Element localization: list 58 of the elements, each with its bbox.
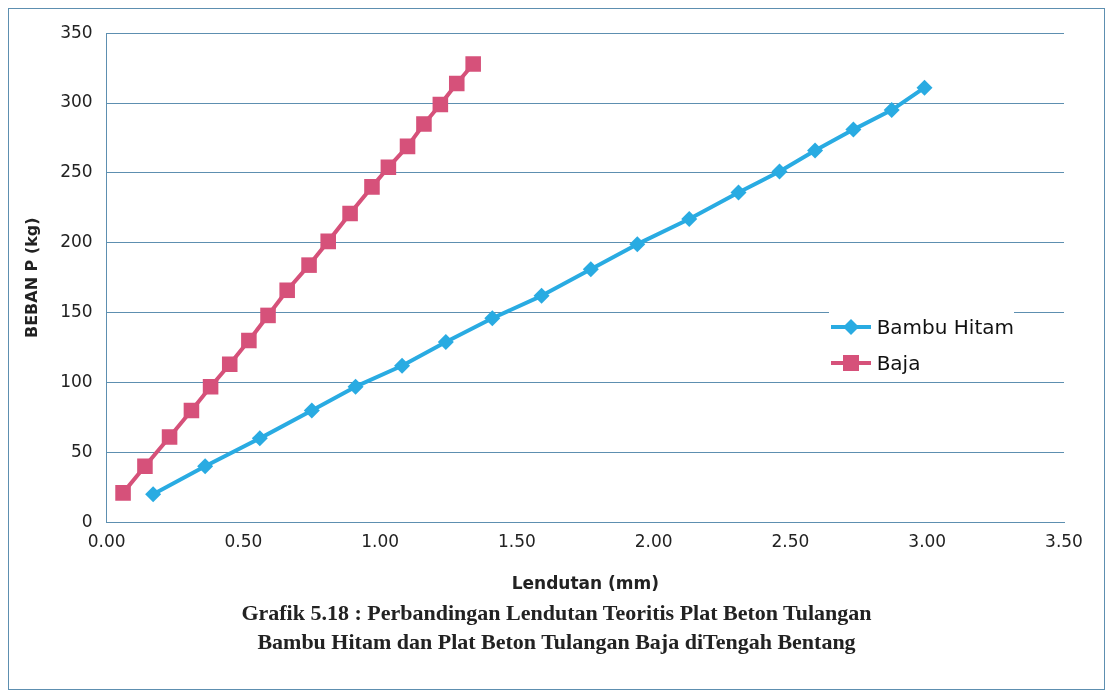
point xyxy=(301,257,317,273)
point xyxy=(221,356,238,373)
point xyxy=(582,261,599,278)
y-tick-label: 300 xyxy=(60,91,93,112)
x-tick-label: 0.00 xyxy=(87,530,126,551)
y-tick-label: 0 xyxy=(81,510,93,531)
point xyxy=(883,102,900,119)
point xyxy=(183,402,200,419)
point xyxy=(202,378,219,395)
point xyxy=(448,75,465,92)
point xyxy=(416,116,432,132)
y-tick-label: 150 xyxy=(60,301,93,322)
point xyxy=(771,163,788,180)
x-tick-label: 3.50 xyxy=(1045,530,1083,551)
x-tick-label: 0.50 xyxy=(224,530,263,551)
point xyxy=(145,486,162,503)
y-axis-title: BEBAN P (kg) xyxy=(21,217,41,339)
point xyxy=(484,310,501,327)
point xyxy=(197,458,214,475)
point xyxy=(342,205,358,222)
point xyxy=(380,159,397,176)
text: Grafik 5.18 : Perbandingan Lendutan Teoritis Plat Beton Tulangan Bambu Hitam dan Plat Beton Tulangan Baja diTengah Bentang xyxy=(240,599,873,656)
point xyxy=(916,79,933,96)
point xyxy=(347,378,364,395)
point xyxy=(251,430,268,447)
x-tick-label: 1.00 xyxy=(361,530,400,551)
point xyxy=(364,179,380,195)
y-tick-label: 100 xyxy=(60,370,93,391)
point xyxy=(241,332,257,349)
x-tick-label: 1.50 xyxy=(498,530,536,551)
x-tick-label: 2.50 xyxy=(771,530,810,551)
point xyxy=(279,282,295,299)
y-tick-label: 250 xyxy=(60,161,93,182)
point xyxy=(399,138,416,155)
point xyxy=(303,402,320,419)
legend-label: Bambu Hitam xyxy=(876,315,1014,339)
x-axis-title: Lendutan (mm) xyxy=(511,573,659,594)
point xyxy=(320,233,336,250)
point xyxy=(465,56,481,72)
point xyxy=(137,458,153,475)
point xyxy=(260,307,276,324)
point xyxy=(115,485,131,501)
point xyxy=(681,211,698,228)
legend-label: Baja xyxy=(876,351,921,375)
y-tick-label: 50 xyxy=(71,440,93,461)
point xyxy=(437,333,454,350)
y-tick-label: 350 xyxy=(60,21,93,42)
point xyxy=(730,184,747,201)
point xyxy=(807,142,824,159)
point xyxy=(394,357,411,374)
x-tick-label: 3.00 xyxy=(908,530,947,551)
y-tick-label: 200 xyxy=(60,231,93,252)
point xyxy=(629,236,646,253)
point xyxy=(432,96,449,113)
x-tick-label: 2.00 xyxy=(634,530,673,551)
point xyxy=(845,121,862,138)
point xyxy=(533,287,550,304)
point xyxy=(161,429,178,445)
